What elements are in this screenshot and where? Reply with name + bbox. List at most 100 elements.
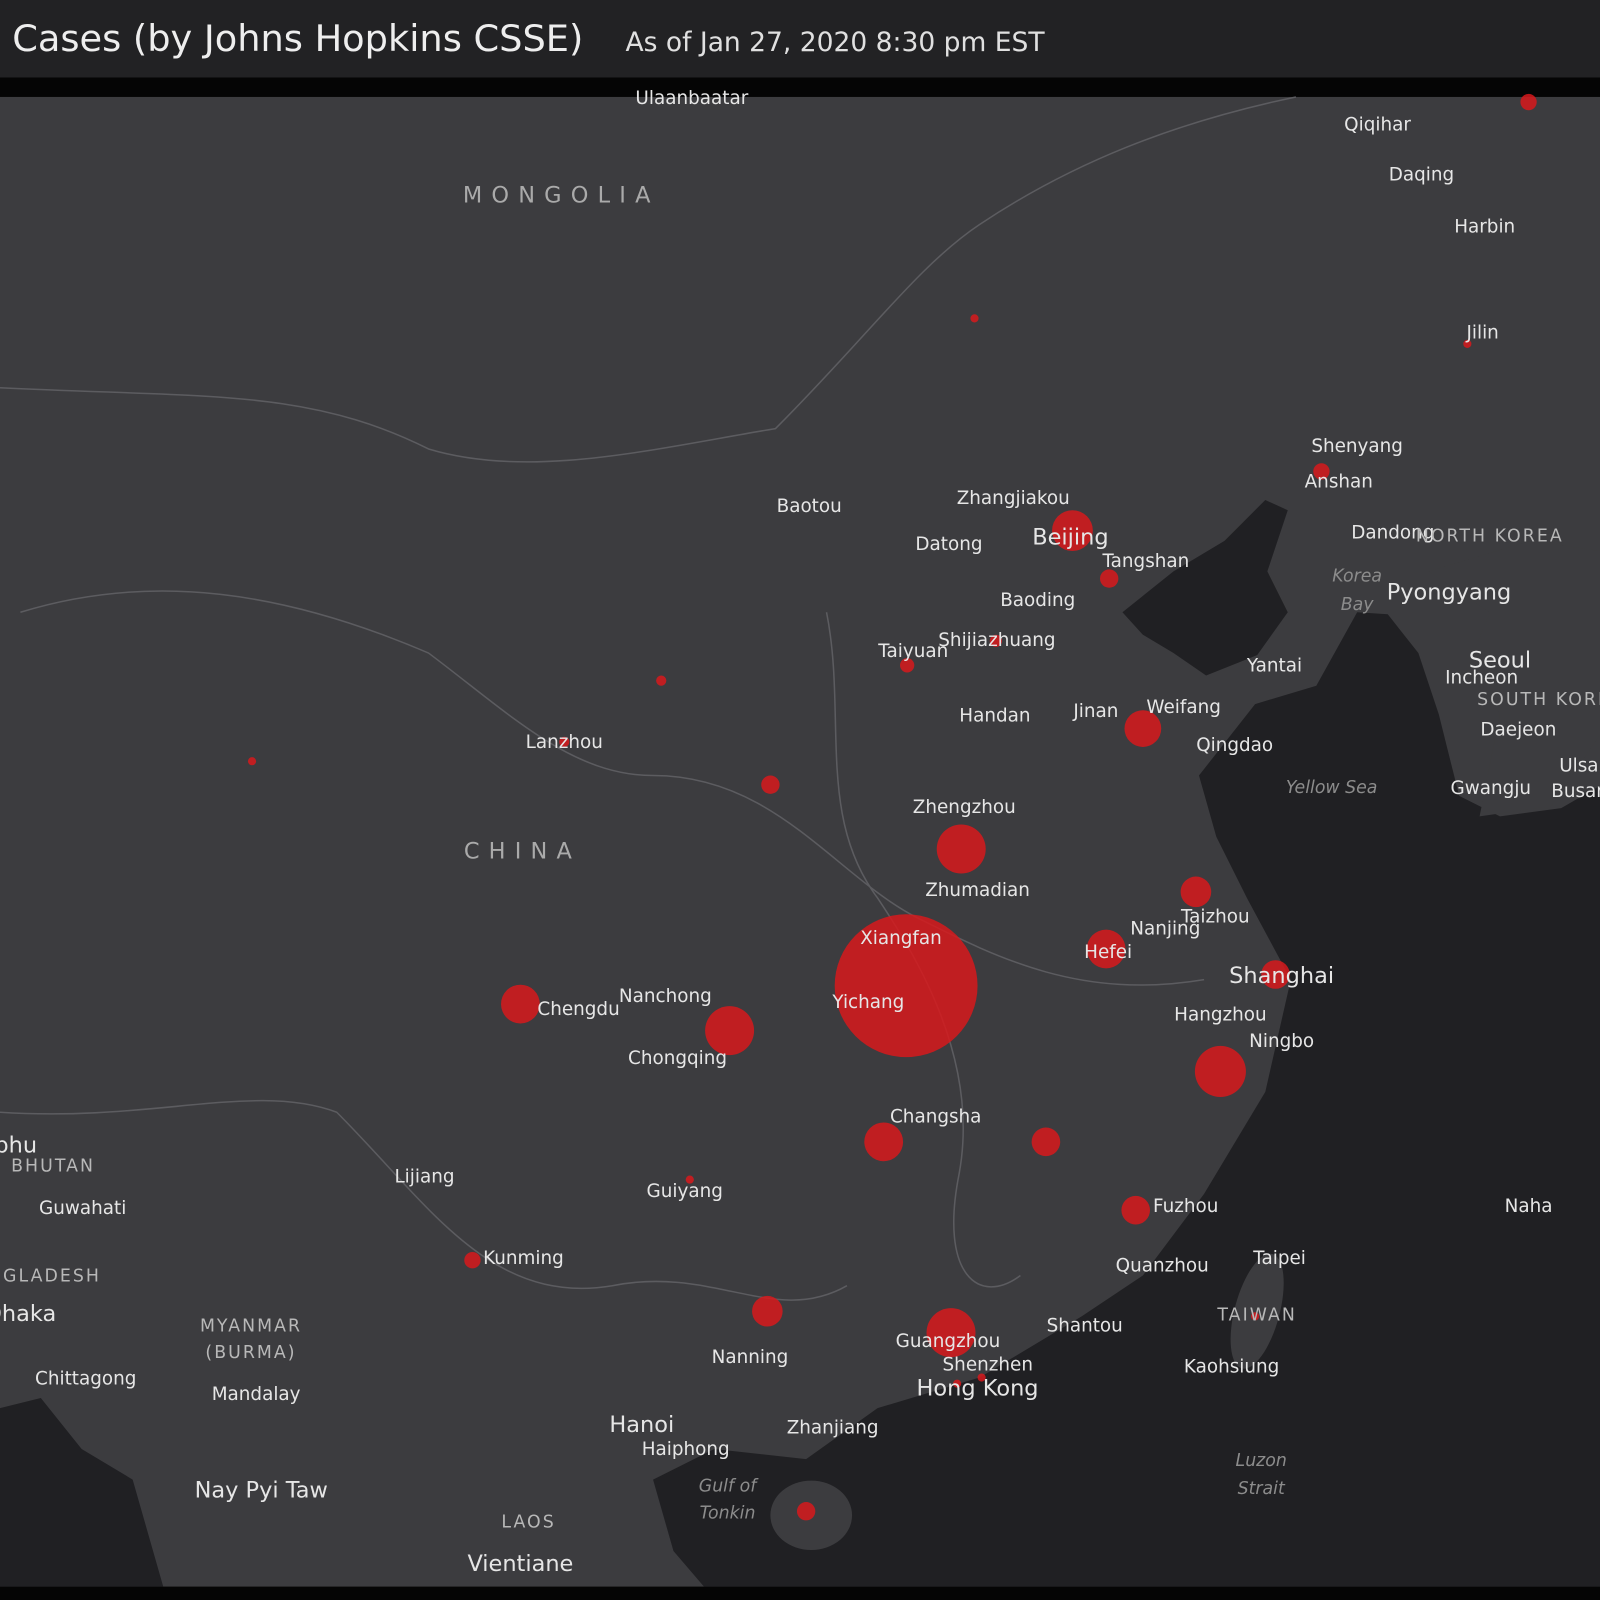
bay-of-bengal — [0, 1397, 164, 1587]
case-bubble — [761, 775, 780, 794]
place-label: BANGLADESH — [0, 1267, 101, 1287]
case-bubble — [1086, 929, 1126, 969]
case-bubble — [752, 1295, 783, 1327]
place-label: Shenyang — [1311, 436, 1403, 457]
place-label: Ulaanbaatar — [635, 88, 748, 109]
place-label: Shantou — [1047, 1316, 1123, 1337]
header-subtitle: As of Jan 27, 2020 8:30 pm EST — [626, 27, 1046, 58]
place-label: Xiangfan — [860, 928, 942, 949]
case-bubble — [501, 984, 540, 1024]
case-bubble — [1052, 510, 1093, 552]
place-label: Haiphong — [642, 1439, 730, 1460]
case-bubble — [864, 1122, 904, 1162]
place-label: Taipei — [1252, 1248, 1306, 1269]
place-label: Qiqihar — [1344, 115, 1411, 136]
place-label: Incheon — [1445, 668, 1518, 689]
place-label: NORTH KOREA — [1416, 527, 1564, 547]
place-label: Guangzhou — [896, 1331, 1001, 1352]
place-label: Lijiang — [394, 1167, 454, 1188]
place-label: Gulf of — [699, 1477, 759, 1497]
place-label: Tonkin — [700, 1503, 756, 1523]
place-label: Luzon — [1236, 1451, 1287, 1471]
place-label: Zhangjiakou — [957, 488, 1070, 509]
case-bubble — [1520, 93, 1537, 111]
place-label: Nanjing — [1130, 919, 1200, 940]
case-bubble — [953, 1379, 962, 1388]
place-label: Thimphu — [0, 1132, 37, 1158]
place-label: Vientiane — [467, 1551, 573, 1577]
place-label: Beijing — [1032, 524, 1108, 550]
place-label: Daejeon — [1480, 720, 1556, 741]
place-label: CHINA — [464, 839, 581, 865]
place-label: Dhaka — [0, 1301, 56, 1327]
place-label: Shenzhen — [943, 1354, 1033, 1375]
border — [0, 96, 1297, 463]
place-label: Mandalay — [212, 1384, 301, 1405]
place-label: Ningbo — [1249, 1031, 1314, 1052]
place-label: Hanoi — [609, 1412, 674, 1438]
place-label: Zhumadian — [925, 880, 1030, 901]
place-label: Yichang — [831, 992, 904, 1013]
case-bubble — [1121, 1195, 1150, 1225]
place-label: Guwahati — [39, 1198, 126, 1219]
header-bar — [0, 0, 1600, 78]
place-label: Yellow Sea — [1286, 778, 1378, 798]
place-label: SOUTH KOREA — [1477, 690, 1600, 710]
place-label: Guiyang — [647, 1181, 723, 1202]
case-bubble — [989, 634, 1003, 647]
case-bubble — [796, 1502, 816, 1521]
case-bubble — [1463, 339, 1472, 348]
case-bubble — [1100, 569, 1119, 588]
place-label: Fuzhou — [1153, 1196, 1218, 1217]
place-label: Dandong — [1351, 523, 1434, 544]
case-bubble — [1194, 1045, 1246, 1097]
place-label: Nanning — [712, 1347, 789, 1368]
place-label: Harbin — [1454, 217, 1515, 238]
place-label: Strait — [1238, 1479, 1286, 1499]
place-label: Chengdu — [537, 999, 619, 1020]
place-label: MONGOLIA — [463, 182, 660, 208]
case-bubble — [1251, 1312, 1260, 1321]
place-label: MYANMAR — [200, 1317, 302, 1337]
place-label: Daqing — [1389, 165, 1454, 186]
borders — [0, 96, 1297, 1301]
place-label: Zhanjiang — [787, 1418, 879, 1439]
case-bubble — [1031, 1127, 1061, 1157]
place-label: Tangshan — [1102, 551, 1190, 572]
border — [20, 590, 1205, 986]
case-bubble — [936, 824, 986, 874]
place-label: Lanzhou — [526, 732, 603, 753]
place-label: Nanchong — [619, 986, 712, 1007]
place-label: Baotou — [777, 496, 842, 517]
case-bubble — [900, 658, 915, 673]
map[interactable]: Ulaanbaatar MONGOLIA Qiqihar Daqing Harbin Ji… — [0, 88, 1600, 1587]
place-label: LAOS — [501, 1512, 555, 1532]
place-label: Kaohsiung — [1184, 1356, 1279, 1377]
border — [0, 1099, 848, 1301]
place-label: Jilin — [1465, 323, 1498, 344]
place-label: Weifang — [1146, 697, 1220, 718]
case-bubble — [1313, 463, 1330, 480]
case-bubble — [464, 1252, 481, 1269]
place-label: Kunming — [483, 1248, 564, 1269]
place-label: Korea — [1332, 567, 1382, 587]
place-label: Nay Pyi Taw — [195, 1477, 328, 1503]
case-bubble — [1124, 710, 1162, 747]
place-label: (BURMA) — [205, 1343, 296, 1363]
bohai-sea — [1122, 500, 1288, 676]
place-label: Hangzhou — [1174, 1004, 1267, 1025]
case-bubble — [685, 1175, 694, 1184]
place-label: Yantai — [1246, 655, 1302, 676]
place-label: Qingdao — [1196, 735, 1273, 756]
place-label: Zhengzhou — [913, 797, 1016, 818]
place-label: Changsha — [890, 1106, 981, 1127]
case-bubble — [926, 1308, 976, 1358]
case-bubble — [970, 314, 979, 323]
place-label: Busan — [1551, 781, 1600, 802]
place-label: Gwangju — [1451, 778, 1532, 799]
case-bubble — [247, 757, 257, 766]
case-bubble — [1180, 876, 1212, 908]
case-bubble — [559, 736, 570, 747]
korea — [1428, 540, 1600, 817]
